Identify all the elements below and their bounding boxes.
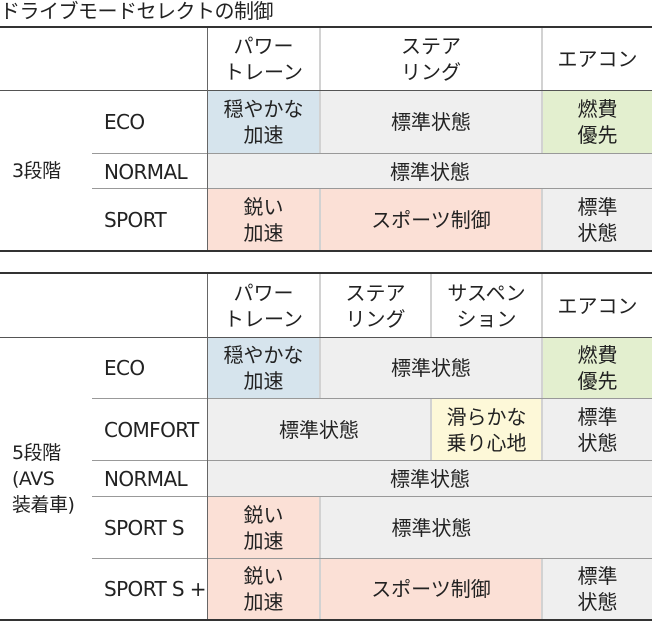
cell-gentle-accel: 穏やかな 加速 bbox=[208, 338, 319, 398]
cell-standard: 標準状態 bbox=[208, 399, 430, 460]
cell-sport-control: スポーツ制御 bbox=[319, 189, 541, 250]
header-aircon: エアコン bbox=[541, 28, 652, 90]
mode-eco: ECO bbox=[104, 110, 145, 134]
cell-standard: 標準状態 bbox=[319, 497, 652, 558]
mode-normal: NORMAL bbox=[104, 466, 188, 491]
mode-normal: NORMAL bbox=[104, 159, 188, 184]
cell-sport-control: スポーツ制御 bbox=[319, 559, 541, 619]
cell-standard: 標準 状態 bbox=[541, 559, 652, 619]
cell-standard: 標準状態 bbox=[208, 154, 652, 189]
cell-smooth-ride: 滑らかな 乗り心地 bbox=[430, 399, 541, 460]
cell-standard: 標準状態 bbox=[208, 461, 652, 496]
cell-fuel-priority: 燃費 優先 bbox=[541, 91, 652, 153]
table-5-stage: パワー トレーン ステア リング サスペン ション エアコン 5段階 (AVS … bbox=[0, 272, 652, 621]
cell-standard: 標準状態 bbox=[319, 338, 541, 398]
header-steering: ステア リング bbox=[319, 274, 430, 337]
mode-sport-s: SPORT S bbox=[104, 515, 185, 540]
header-steering: ステア リング bbox=[319, 28, 541, 90]
cell-sharp-accel: 鋭い 加速 bbox=[208, 189, 319, 250]
header-suspension: サスペン ション bbox=[430, 274, 541, 337]
table-3-stage: パワー トレーン ステア リング エアコン 3段階 ECO 穏やかな 加速 標準… bbox=[0, 26, 652, 252]
group-label-3-stage: 3段階 bbox=[12, 159, 61, 182]
mode-sport: SPORT bbox=[104, 207, 167, 232]
mode-eco: ECO bbox=[104, 356, 145, 380]
mode-comfort: COMFORT bbox=[104, 417, 199, 442]
cell-sharp-accel: 鋭い 加速 bbox=[208, 497, 319, 558]
header-aircon: エアコン bbox=[541, 274, 652, 337]
group-label-5-stage: 5段階 (AVS 装着車) bbox=[12, 441, 75, 516]
cell-standard: 標準状態 bbox=[319, 91, 541, 153]
cell-standard: 標準 状態 bbox=[541, 399, 652, 460]
cell-sharp-accel: 鋭い 加速 bbox=[208, 559, 319, 619]
cell-fuel-priority: 燃費 優先 bbox=[541, 338, 652, 398]
page-title: ドライブモードセレクトの制御 bbox=[0, 0, 274, 23]
cell-gentle-accel: 穏やかな 加速 bbox=[208, 91, 319, 153]
mode-sport-s-plus: SPORT S + bbox=[104, 577, 207, 601]
header-powertrain: パワー トレーン bbox=[208, 28, 319, 90]
cell-standard: 標準 状態 bbox=[541, 189, 652, 250]
header-powertrain: パワー トレーン bbox=[208, 274, 319, 337]
